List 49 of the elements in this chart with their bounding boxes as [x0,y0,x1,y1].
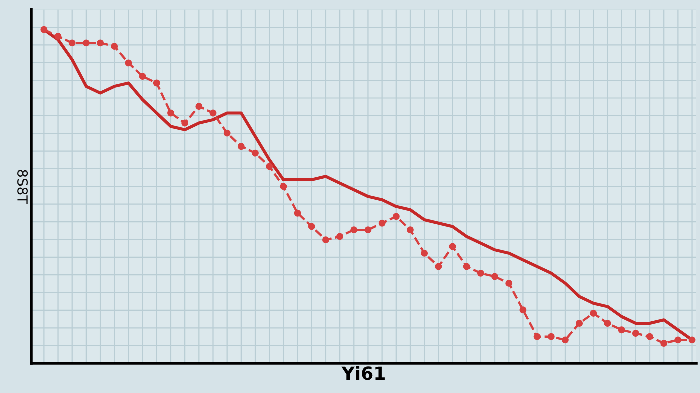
point [68,40,76,47]
point [590,310,598,317]
point [548,333,555,340]
point [350,226,358,234]
point [111,43,118,50]
point [562,336,569,344]
point [97,40,104,47]
point [168,110,174,117]
point [463,263,470,270]
point [449,243,456,250]
point [618,326,626,334]
point [125,60,132,67]
point [224,130,231,137]
point [210,110,217,117]
point [646,333,654,340]
point [660,340,668,347]
point [534,333,541,340]
point [336,233,344,240]
point [322,236,330,244]
point [477,270,484,277]
point [392,213,400,220]
point [506,280,513,287]
point [54,33,62,40]
point [632,330,640,337]
point [182,120,189,127]
point [153,80,160,87]
point [238,143,245,150]
point [364,226,372,234]
point [308,223,316,230]
point [294,210,302,217]
point [407,226,414,234]
point [576,320,584,327]
point [196,103,203,110]
point [82,40,90,47]
y-axis-title: 8S8T [18,170,28,204]
point [688,336,696,344]
point [421,250,428,257]
point [435,263,442,270]
point [280,183,288,190]
point [40,26,48,34]
point [604,320,612,327]
point [139,73,146,80]
point [492,273,498,280]
point [378,220,386,227]
x-axis-title: Yi61 [342,366,385,380]
point [266,163,274,170]
point [252,150,259,157]
point [674,336,682,344]
point [520,306,527,314]
